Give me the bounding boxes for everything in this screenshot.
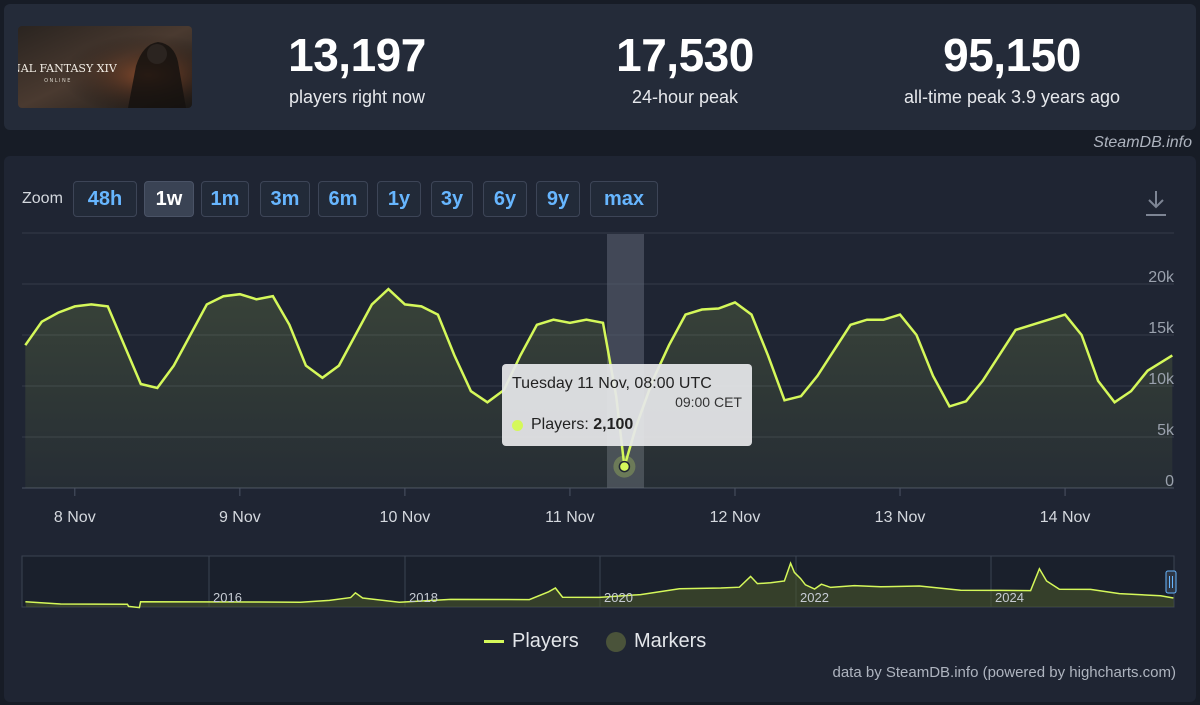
stat-current-players: 13,197 players right now <box>262 30 452 108</box>
game-logo-subtext: ONLINE <box>44 78 72 84</box>
navigator-year-label: 2020 <box>604 590 633 605</box>
zoom-button-1y[interactable]: 1y <box>377 181 421 217</box>
tooltip-series-label: Players: <box>531 416 589 433</box>
game-logo-text: FINAL FANTASY XIV <box>18 62 118 75</box>
x-tick-label: 8 Nov <box>54 509 96 526</box>
game-banner[interactable]: FINAL FANTASY XIV ONLINE <box>18 26 192 108</box>
zoom-button-9y[interactable]: 9y <box>536 181 580 217</box>
zoom-button-1m[interactable]: 1m <box>201 181 249 217</box>
hover-point <box>618 460 631 473</box>
stat-24h-peak: 17,530 24-hour peak <box>590 30 780 108</box>
stat-all-time-peak: 95,150 all-time peak 3.9 years ago <box>882 30 1142 108</box>
navigator-line <box>25 561 1174 609</box>
legend-item-markers[interactable]: Markers <box>606 630 706 653</box>
zoom-button-3y[interactable]: 3y <box>431 181 473 217</box>
y-axis-labels: 0 5k 10k 15k 20k <box>1148 269 1175 490</box>
navigator-year-label: 2016 <box>213 590 242 605</box>
zoom-label: Zoom <box>22 190 63 207</box>
x-tick-label: 9 Nov <box>219 509 261 526</box>
x-tick-label: 11 Nov <box>545 509 595 526</box>
circle-legend-icon <box>606 631 626 652</box>
y-tick-label: 20k <box>1148 269 1175 286</box>
zoom-button-1w[interactable]: 1w <box>144 181 194 217</box>
navigator-handle[interactable] <box>1165 570 1177 594</box>
steamdb-credit[interactable]: SteamDB.info <box>1093 134 1192 151</box>
stat-label: 24-hour peak <box>631 87 739 107</box>
zoom-button-6m[interactable]: 6m <box>318 181 368 217</box>
zoom-button-48h[interactable]: 48h <box>73 181 137 217</box>
hover-point-marker <box>613 455 636 478</box>
players-line[interactable] <box>24 287 1173 467</box>
chart-tooltip: Tuesday 11 Nov, 08:00 UTC 09:00 CET Play… <box>502 364 752 446</box>
game-banner-image: FINAL FANTASY XIV ONLINE <box>18 26 192 108</box>
tooltip-row: Players: 2,100 <box>512 416 742 434</box>
navigator-handle-icon <box>1169 576 1173 588</box>
stat-label: all-time peak 3.9 years ago <box>903 87 1121 107</box>
tooltip-title: Tuesday 11 Nov, 08:00 UTC <box>512 375 712 392</box>
stat-label: players right now <box>288 87 426 107</box>
line-legend-icon <box>484 640 504 643</box>
x-tick-label: 13 Nov <box>875 509 926 526</box>
highcharts-credit[interactable]: data by SteamDB.info (powered by highcha… <box>832 664 1177 681</box>
navigator-year-label: 2018 <box>409 590 438 605</box>
x-axis-labels: 8 Nov 9 Nov 10 Nov 11 Nov 12 Nov 13 Nov 14 Nov <box>54 488 1091 526</box>
legend-item-players[interactable]: Players <box>484 630 579 653</box>
y-tick-label: 5k <box>1157 422 1175 439</box>
navigator-year-labels: 2016 2018 2020 2022 2024 <box>213 590 1024 605</box>
y-tick-label: 0 <box>1165 473 1174 490</box>
legend-label: Markers <box>634 630 707 652</box>
stat-value: 17,530 <box>616 29 754 81</box>
x-tick-label: 10 Nov <box>380 509 431 526</box>
y-tick-label: 10k <box>1148 371 1175 388</box>
zoom-button-max[interactable]: max <box>590 181 658 217</box>
series-dot-icon <box>512 419 523 431</box>
legend-label: Players <box>512 630 579 652</box>
navigator-year-label: 2022 <box>800 590 829 605</box>
stat-value: 13,197 <box>288 29 426 81</box>
y-tick-label: 15k <box>1148 320 1175 337</box>
tooltip-value: 2,100 <box>593 416 634 433</box>
x-tick-label: 14 Nov <box>1040 509 1091 526</box>
zoom-button-3m[interactable]: 3m <box>260 181 310 217</box>
navigator-area <box>25 563 1174 608</box>
x-tick-label: 12 Nov <box>710 509 761 526</box>
navigator-year-label: 2024 <box>995 590 1024 605</box>
stats-card <box>4 4 1196 130</box>
download-icon[interactable] <box>1142 188 1170 218</box>
zoom-button-6y[interactable]: 6y <box>483 181 527 217</box>
stat-value: 95,150 <box>943 29 1081 81</box>
tooltip-subtitle: 09:00 CET <box>675 394 742 410</box>
